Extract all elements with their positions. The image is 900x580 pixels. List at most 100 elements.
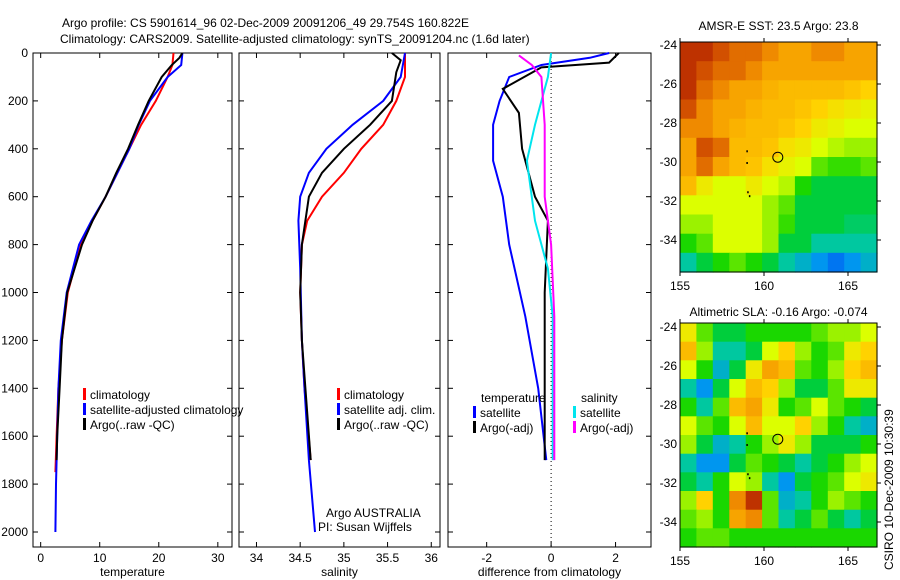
heatmap-cell xyxy=(762,323,780,343)
heatmap-cell xyxy=(745,80,763,101)
heatmap-cell xyxy=(712,80,730,101)
x-tick-label: 165 xyxy=(838,554,858,568)
heatmap-cell xyxy=(844,453,862,473)
heatmap-cell xyxy=(827,252,845,273)
heatmap-cell xyxy=(827,118,845,139)
heatmap-cell xyxy=(794,195,812,216)
legend-swatch xyxy=(337,418,340,430)
y-tick-label: -32 xyxy=(660,476,678,490)
heatmap-cell xyxy=(811,195,829,216)
heatmap-cell xyxy=(712,491,730,511)
heatmap-cell xyxy=(729,528,747,548)
heatmap-cell xyxy=(680,416,697,436)
heatmap-cell xyxy=(860,176,878,196)
heatmap-cell xyxy=(794,341,812,361)
heatmap-cell xyxy=(811,323,829,343)
heatmap-cell xyxy=(696,233,714,254)
heatmap-cell xyxy=(811,491,829,511)
heatmap-cell xyxy=(844,195,862,216)
heatmap-cell xyxy=(696,379,714,399)
salinity-panel: 34 34.5 35 35.5 36 salinity climatologysatelli… xyxy=(238,52,441,579)
heatmap-cell xyxy=(762,379,780,399)
heatmap-cell xyxy=(811,435,829,455)
y-tick-label: -28 xyxy=(660,116,678,130)
heatmap-cell xyxy=(778,453,796,473)
heatmap-cell xyxy=(811,416,829,436)
heatmap-cell xyxy=(762,472,780,492)
heatmap-cell xyxy=(827,214,845,235)
heatmap-cell xyxy=(811,80,829,101)
heatmap-cell xyxy=(680,453,697,473)
heatmap-cell xyxy=(811,99,829,120)
x-tick-label: 155 xyxy=(670,279,690,293)
heatmap-cell xyxy=(712,397,730,417)
heatmap-cell xyxy=(844,472,862,492)
figure-title-line1: Argo profile: CS 5901614_96 02-Dec-2009 … xyxy=(62,16,469,30)
x-tick-label: 2 xyxy=(612,551,619,565)
heatmap-cell xyxy=(811,118,829,139)
y-tick-label: -30 xyxy=(660,437,678,451)
legend-entry: satellite xyxy=(480,406,521,420)
heatmap-cell xyxy=(794,80,812,101)
heatmap-cell xyxy=(778,379,796,399)
heatmap-cell xyxy=(811,157,829,177)
coastline-dot xyxy=(746,444,748,446)
heatmap-cell xyxy=(794,491,812,511)
legend-entry: Argo(..raw -QC) xyxy=(344,418,429,432)
heatmap-cell xyxy=(794,42,812,62)
heatmap-cell xyxy=(844,99,862,120)
legend-swatch xyxy=(83,403,86,415)
heatmap-cell xyxy=(762,214,780,235)
heatmap-cell xyxy=(729,61,747,81)
heatmap-cell xyxy=(680,195,697,216)
x-tick-label: 165 xyxy=(838,279,858,293)
heatmap-cell xyxy=(778,157,796,177)
series-line-temperature-argo-adj- xyxy=(501,52,620,461)
heatmap-cell xyxy=(696,472,714,492)
heatmap-cell xyxy=(827,323,845,343)
heatmap-cell xyxy=(696,397,714,417)
heatmap-cell xyxy=(729,435,747,455)
y-tick-label: 1800 xyxy=(1,477,28,491)
annotation-text: PI: Susan Wijffels xyxy=(318,520,412,534)
series-line-argo-raw-qc- xyxy=(55,52,184,461)
heatmap-cell xyxy=(696,360,714,380)
heatmap-cell xyxy=(844,435,862,455)
heatmap-cell xyxy=(696,42,714,62)
heatmap-cell xyxy=(811,379,829,399)
heatmap-cell xyxy=(680,233,697,254)
heatmap-cell xyxy=(712,137,730,158)
heatmap-cell xyxy=(745,214,763,235)
heatmap-cell xyxy=(712,157,730,177)
heatmap-cell xyxy=(680,176,697,196)
coastline-dot xyxy=(746,432,748,435)
heatmap-cell xyxy=(729,397,747,417)
y-tick-label: -24 xyxy=(660,320,678,334)
x-tick-label: 35 xyxy=(337,551,351,565)
sst_map-panel: AMSR-E SST: 23.5 Argo: 23.8 155 160 165 -24 -… xyxy=(660,19,881,293)
heatmap-cell xyxy=(696,453,714,473)
heatmap-cell xyxy=(844,252,862,273)
heatmap-cell xyxy=(680,137,697,158)
y-tick-label: -34 xyxy=(660,515,678,529)
heatmap-cell xyxy=(827,80,845,101)
heatmap-cell xyxy=(778,509,796,529)
heatmap-cell xyxy=(860,252,878,273)
heatmap-cell xyxy=(745,99,763,120)
heatmap-cell xyxy=(778,99,796,120)
heatmap-cell xyxy=(778,176,796,196)
series-line-satellite-adj-clim- xyxy=(297,52,406,533)
heatmap-cell xyxy=(745,195,763,216)
heatmap-cell xyxy=(827,379,845,399)
heatmap-cell xyxy=(778,397,796,417)
heatmap-cell xyxy=(844,176,862,196)
heatmap-cell xyxy=(794,176,812,196)
coastline-dot xyxy=(748,195,751,198)
heatmap-cell xyxy=(762,360,780,380)
heatmap-cell xyxy=(680,214,697,235)
heatmap-cell xyxy=(729,137,747,158)
x-tick-label: 160 xyxy=(754,279,774,293)
heatmap-cell xyxy=(827,99,845,120)
legend-entry: satellite xyxy=(580,406,621,420)
